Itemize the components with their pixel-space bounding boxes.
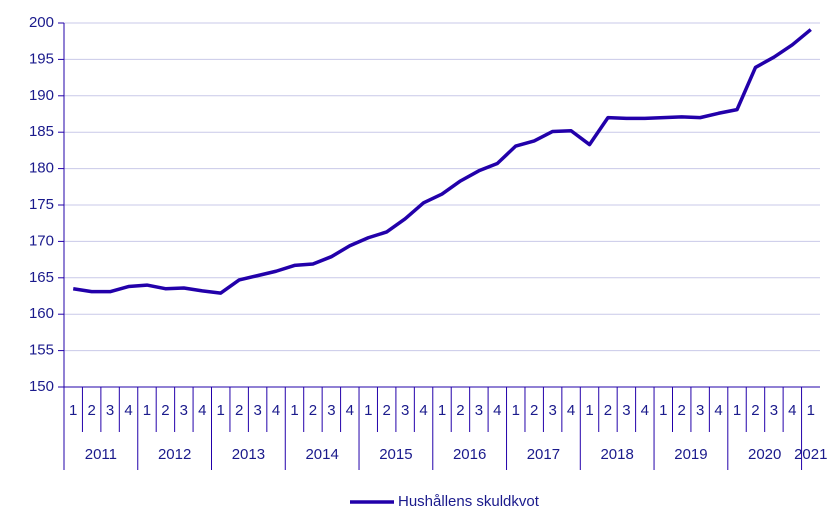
x-tick-label: 3 — [401, 402, 409, 419]
x-tick-label: 1 — [143, 402, 151, 419]
year-label: 2020 — [748, 446, 781, 463]
x-tick-label: 2 — [456, 402, 464, 419]
x-tick-label: 4 — [788, 402, 796, 419]
x-tick-label: 3 — [696, 402, 704, 419]
x-tick-label: 3 — [622, 402, 630, 419]
x-tick-label: 1 — [733, 402, 741, 419]
x-tick-label: 2 — [604, 402, 612, 419]
x-tick-label: 2 — [383, 402, 391, 419]
x-tick-label: 1 — [512, 402, 520, 419]
year-label: 2016 — [453, 446, 486, 463]
year-label: 2013 — [232, 446, 265, 463]
year-label: 2018 — [600, 446, 633, 463]
y-tick-label: 190 — [29, 87, 54, 104]
year-label: 2017 — [527, 446, 560, 463]
x-tick-label: 1 — [438, 402, 446, 419]
x-tick-label: 2 — [235, 402, 243, 419]
x-tick-label: 2 — [309, 402, 317, 419]
legend-label: Hushållens skuldkvot — [398, 493, 540, 510]
x-tick-label: 4 — [419, 402, 427, 419]
x-tick-label: 1 — [69, 402, 77, 419]
x-tick-label: 3 — [770, 402, 778, 419]
y-tick-label: 200 — [29, 14, 54, 31]
y-tick-label: 195 — [29, 50, 54, 67]
x-tick-label: 4 — [346, 402, 354, 419]
y-tick-label: 170 — [29, 232, 54, 249]
year-label: 2015 — [379, 446, 412, 463]
x-tick-label: 3 — [253, 402, 261, 419]
y-tick-label: 160 — [29, 305, 54, 322]
y-tick-label: 165 — [29, 269, 54, 286]
y-tick-label: 155 — [29, 342, 54, 359]
year-label: 2011 — [85, 446, 117, 463]
x-tick-label: 4 — [124, 402, 132, 419]
x-tick-label: 1 — [807, 402, 815, 419]
x-tick-label: 1 — [659, 402, 667, 419]
data-line — [72, 28, 812, 295]
x-tick-label: 3 — [180, 402, 188, 419]
year-label: 2012 — [158, 446, 191, 463]
x-tick-label: 3 — [106, 402, 114, 419]
x-tick-label: 2 — [530, 402, 538, 419]
x-tick-label: 4 — [641, 402, 649, 419]
y-tick-label: 180 — [29, 160, 54, 177]
year-label: 2021 — [794, 446, 827, 463]
x-tick-label: 4 — [567, 402, 575, 419]
x-tick-label: 1 — [290, 402, 298, 419]
y-tick-label: 185 — [29, 123, 54, 140]
x-tick-label: 1 — [364, 402, 372, 419]
x-tick-label: 1 — [585, 402, 593, 419]
y-tick-label: 150 — [29, 378, 54, 395]
x-tick-label: 4 — [198, 402, 206, 419]
x-tick-label: 2 — [161, 402, 169, 419]
x-tick-label: 2 — [678, 402, 686, 419]
x-tick-label: 2 — [87, 402, 95, 419]
x-tick-label: 1 — [217, 402, 225, 419]
x-tick-label: 3 — [475, 402, 483, 419]
year-label: 2014 — [305, 446, 338, 463]
x-tick-label: 2 — [751, 402, 759, 419]
y-tick-label: 175 — [29, 196, 54, 213]
x-tick-label: 4 — [272, 402, 280, 419]
x-tick-label: 3 — [548, 402, 556, 419]
x-tick-label: 4 — [714, 402, 722, 419]
x-tick-label: 4 — [493, 402, 501, 419]
x-tick-label: 3 — [327, 402, 335, 419]
year-label: 2019 — [674, 446, 707, 463]
